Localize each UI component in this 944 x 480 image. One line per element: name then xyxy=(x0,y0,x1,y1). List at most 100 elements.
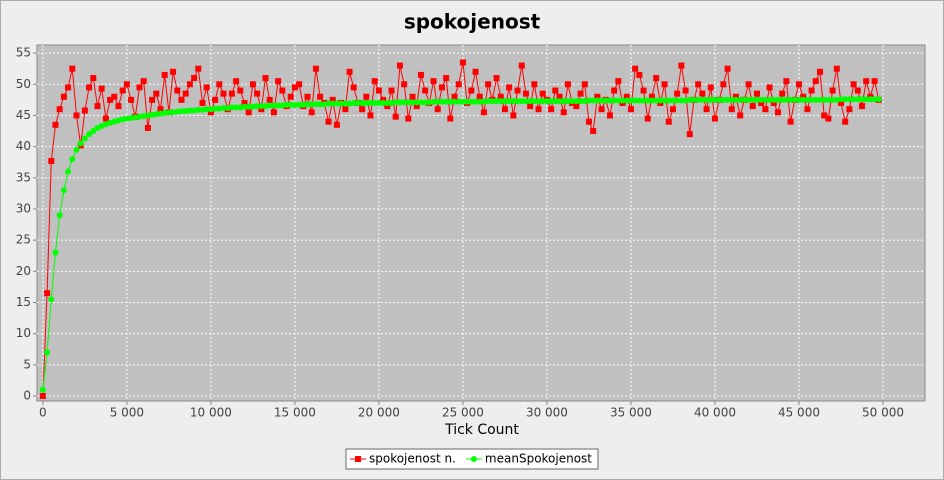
point xyxy=(695,81,702,88)
point xyxy=(468,87,475,94)
point xyxy=(791,96,798,103)
legend-label: meanSpokojenost xyxy=(485,452,592,466)
point xyxy=(552,98,559,105)
point xyxy=(165,109,172,116)
legend: spokojenost n. meanSpokojenost xyxy=(345,448,599,470)
point xyxy=(648,97,655,104)
x-tick-label: 25 000 xyxy=(442,406,484,420)
point xyxy=(392,113,399,120)
point xyxy=(354,99,361,106)
point xyxy=(690,96,697,103)
y-tick-label: 40 xyxy=(16,139,31,153)
point xyxy=(531,81,538,88)
point xyxy=(539,98,546,105)
point xyxy=(48,296,55,303)
point xyxy=(787,96,794,103)
point xyxy=(258,106,265,113)
point xyxy=(774,109,781,116)
point xyxy=(447,115,454,122)
point xyxy=(669,106,676,113)
point xyxy=(615,78,622,85)
point xyxy=(711,96,718,103)
point xyxy=(522,90,529,97)
point xyxy=(795,81,802,88)
point xyxy=(149,96,156,103)
point xyxy=(644,97,651,104)
point xyxy=(804,106,811,113)
point xyxy=(329,100,336,107)
point xyxy=(564,81,571,88)
point xyxy=(254,90,261,97)
point xyxy=(703,106,710,113)
y-tick-label: 25 xyxy=(16,233,31,247)
point xyxy=(417,71,424,78)
y-tick-label: 55 xyxy=(16,46,31,60)
point xyxy=(837,96,844,103)
point xyxy=(543,98,550,105)
point xyxy=(359,106,366,113)
point xyxy=(850,96,857,103)
chart-title: spokojenost xyxy=(404,10,541,34)
point xyxy=(371,78,378,85)
point xyxy=(825,115,832,122)
y-tick-label: 10 xyxy=(16,326,31,340)
point xyxy=(548,106,555,113)
point xyxy=(291,84,298,91)
point xyxy=(497,93,504,100)
legend-label: spokojenost n. xyxy=(369,452,456,466)
point xyxy=(476,93,483,100)
point xyxy=(682,87,689,94)
point xyxy=(535,98,542,105)
point xyxy=(707,96,714,103)
point xyxy=(753,90,760,97)
point xyxy=(455,98,462,105)
point xyxy=(766,84,773,91)
point xyxy=(489,98,496,105)
point xyxy=(245,109,252,116)
point xyxy=(459,98,466,105)
point xyxy=(468,98,475,105)
point xyxy=(367,112,374,119)
point xyxy=(178,108,185,115)
point xyxy=(401,99,408,106)
point xyxy=(325,118,332,125)
point xyxy=(470,456,477,462)
point xyxy=(825,96,832,103)
point xyxy=(333,100,340,107)
point xyxy=(102,115,109,122)
point xyxy=(522,98,529,105)
point xyxy=(623,97,630,104)
point xyxy=(174,87,181,94)
point xyxy=(212,96,219,103)
point xyxy=(380,96,387,103)
point xyxy=(140,78,147,85)
point xyxy=(48,157,55,164)
point xyxy=(233,104,240,111)
point xyxy=(858,103,865,110)
y-tick-label: 5 xyxy=(23,357,31,371)
point xyxy=(745,81,752,88)
point xyxy=(405,99,412,106)
point xyxy=(417,99,424,106)
point xyxy=(249,81,256,88)
point xyxy=(438,84,445,91)
point xyxy=(497,98,504,105)
point xyxy=(816,68,823,75)
point xyxy=(308,109,315,116)
point xyxy=(73,112,80,119)
point xyxy=(724,96,731,103)
point xyxy=(266,102,273,109)
point xyxy=(375,99,382,106)
point xyxy=(111,93,118,100)
point xyxy=(665,118,672,125)
point xyxy=(518,62,525,69)
point xyxy=(665,97,672,104)
point xyxy=(606,97,613,104)
legend-item: meanSpokojenost xyxy=(465,452,592,466)
x-tick-label: 45 000 xyxy=(778,406,820,420)
point xyxy=(753,96,760,103)
point xyxy=(863,96,870,103)
point xyxy=(52,121,59,128)
point xyxy=(627,106,634,113)
point xyxy=(518,98,525,105)
